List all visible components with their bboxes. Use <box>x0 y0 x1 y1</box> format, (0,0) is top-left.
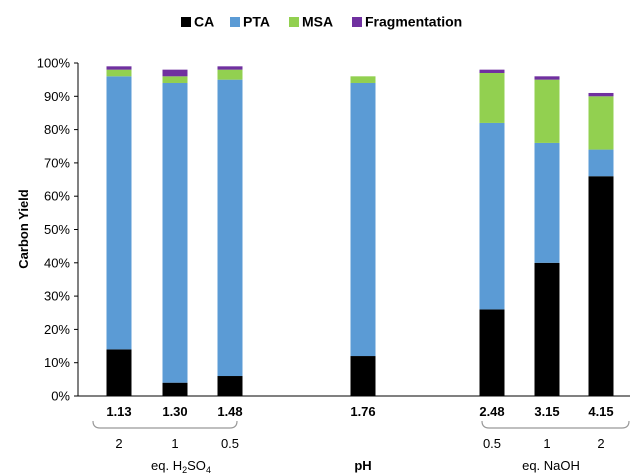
y-tick-label: 10% <box>44 355 70 370</box>
bar-segment-ca-4 <box>479 309 505 396</box>
y-tick-label: 0% <box>51 389 70 404</box>
x-axis: 1.13 1.30 1.48 1.76 2.48 3.15 4.15 <box>106 404 613 419</box>
bar-segment-ca-3 <box>350 356 376 396</box>
bar-segment-ca-0 <box>106 349 132 396</box>
bar-segment-pta-0 <box>106 76 132 350</box>
bar-segment-fragmentation-4 <box>479 69 505 73</box>
bar-segment-msa-1 <box>162 76 188 83</box>
bar-segment-msa-0 <box>106 69 132 77</box>
bar-segment-ca-2 <box>217 376 243 396</box>
acid-group-label: eq. H2SO4 <box>151 458 211 475</box>
bar-segment-ca-1 <box>162 382 188 396</box>
legend-label-pta: PTA <box>243 14 270 30</box>
y-axis-title: Carbon Yield <box>16 189 31 269</box>
base-eq-label-1: 1 <box>543 436 550 451</box>
bar-segment-fragmentation-6 <box>588 92 614 97</box>
legend-swatch-ca <box>181 17 191 27</box>
bar-segment-fragmentation-5 <box>534 76 560 80</box>
acid-eq-label-1: 1 <box>171 436 178 451</box>
x-tick-label: 1.13 <box>106 404 131 419</box>
base-group-label: eq. NaOH <box>522 458 580 473</box>
bar-segment-pta-6 <box>588 149 614 177</box>
base-bracket-line <box>481 420 630 429</box>
bar-segment-ca-5 <box>534 262 560 396</box>
y-tick-label: 20% <box>44 322 70 337</box>
y-tick-label: 100% <box>37 56 71 71</box>
acid-bracket-line <box>92 420 238 429</box>
bar-segment-pta-1 <box>162 82 188 383</box>
acid-eq-label-2: 0.5 <box>221 436 239 451</box>
x-tick-label: 1.76 <box>350 404 375 419</box>
acid-eq-label-0: 2 <box>115 436 122 451</box>
bar-segment-fragmentation-1 <box>162 69 188 77</box>
y-tick-label: 60% <box>44 189 70 204</box>
base-eq-label-2: 2 <box>597 436 604 451</box>
legend-swatch-fragmentation <box>352 17 362 27</box>
legend-swatch-pta <box>230 17 240 27</box>
x-axis-title: pH <box>354 458 371 473</box>
x-tick-label: 3.15 <box>534 404 559 419</box>
bar-segment-pta-2 <box>217 79 243 377</box>
acid-label-mid: SO <box>187 458 206 473</box>
y-tick-label: 90% <box>44 89 70 104</box>
bar-segment-msa-6 <box>588 96 614 150</box>
bars <box>106 66 614 396</box>
acid-label-sub2: 4 <box>206 465 211 475</box>
bar-segment-fragmentation-2 <box>217 66 243 70</box>
acid-bracket: 2 1 0.5 eq. H2SO4 <box>92 420 239 475</box>
y-tick-label: 40% <box>44 255 70 270</box>
bar-segment-pta-3 <box>350 82 376 357</box>
acid-label-sub1: 2 <box>182 465 187 475</box>
base-eq-label-0: 0.5 <box>483 436 501 451</box>
bar-segment-pta-5 <box>534 142 560 263</box>
x-tick-label: 1.30 <box>162 404 187 419</box>
legend-swatch-msa <box>289 17 299 27</box>
bar-segment-msa-3 <box>350 76 376 83</box>
y-tick-label: 30% <box>44 289 70 304</box>
acid-label-prefix: eq. H <box>151 458 182 473</box>
legend-label-msa: MSA <box>302 14 333 30</box>
bar-segment-ca-6 <box>588 176 614 396</box>
bar-segment-pta-4 <box>479 122 505 310</box>
y-tick-label: 70% <box>44 155 70 170</box>
x-tick-label: 4.15 <box>588 404 613 419</box>
legend: CA PTA MSA Fragmentation <box>181 14 462 30</box>
bar-segment-msa-2 <box>217 69 243 80</box>
y-axis: 0% 10% 20% 30% 40% 50% 60% 70% 80% 90% 100% <box>37 56 79 404</box>
bar-segment-fragmentation-0 <box>106 66 132 70</box>
legend-label-fragmentation: Fragmentation <box>365 14 462 30</box>
y-tick-label: 80% <box>44 122 70 137</box>
x-tick-label: 1.48 <box>217 404 242 419</box>
bar-segment-msa-5 <box>534 79 560 143</box>
base-bracket: 0.5 1 2 eq. NaOH <box>481 420 630 473</box>
x-tick-label: 2.48 <box>479 404 504 419</box>
legend-label-ca: CA <box>194 14 214 30</box>
y-tick-label: 50% <box>44 222 70 237</box>
bar-segment-msa-4 <box>479 72 505 123</box>
